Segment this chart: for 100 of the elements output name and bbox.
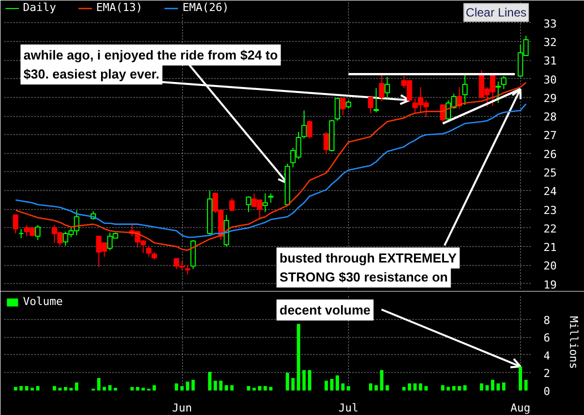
- y-tick-label: 26: [544, 148, 557, 161]
- bar: [130, 386, 134, 390]
- bar: [208, 372, 212, 390]
- bar: [458, 386, 462, 390]
- y-tick-label: 8: [544, 314, 550, 327]
- candlestick: [340, 98, 346, 116]
- y-tick-label: 29: [544, 92, 557, 105]
- y-tick-label: 6: [544, 332, 550, 345]
- line-series: [14, 103, 527, 238]
- candlestick: [495, 81, 501, 104]
- bar: [491, 380, 494, 390]
- candlestick: [334, 98, 340, 122]
- candlestick: [368, 96, 374, 114]
- y-tick-label: 25: [544, 166, 557, 180]
- candlestick: [384, 76, 390, 99]
- annotation: $30. easiest play ever.: [24, 66, 160, 82]
- bar: [224, 385, 228, 390]
- bar: [402, 386, 406, 390]
- annotation: decent volume: [280, 302, 371, 318]
- bar: [25, 386, 28, 390]
- candlestick: [379, 74, 384, 102]
- y-tick-label: 33: [544, 17, 557, 30]
- legend-label: EMA(26): [182, 1, 229, 14]
- y-tick-label: 22: [544, 222, 557, 236]
- bar: [463, 385, 467, 390]
- y-tick-label: 2: [544, 367, 550, 380]
- bar: [336, 375, 340, 390]
- bar: [518, 366, 522, 390]
- bar: [496, 383, 500, 390]
- bar: [302, 370, 306, 390]
- bar: [452, 386, 456, 390]
- bar: [152, 385, 156, 390]
- bar: [191, 380, 195, 390]
- bar: [380, 370, 384, 390]
- bar: [19, 386, 23, 390]
- y-tick-label: 24: [544, 185, 558, 198]
- candlestick: [146, 245, 152, 258]
- candlestick: [501, 75, 506, 90]
- candlestick: [306, 120, 312, 139]
- bar: [308, 370, 312, 390]
- bar: [330, 378, 334, 390]
- candlestick: [324, 131, 329, 155]
- bar: [346, 386, 350, 390]
- bar: [180, 386, 184, 390]
- bar: [108, 385, 112, 390]
- y-tick-label: 21: [544, 241, 557, 254]
- bar: [30, 388, 34, 390]
- y-tick-label: 28: [544, 110, 557, 124]
- bar: [14, 386, 18, 390]
- bar: [485, 385, 489, 390]
- bar: [264, 386, 267, 390]
- bar: [186, 382, 190, 390]
- bar: [74, 382, 78, 390]
- bar: [341, 383, 345, 390]
- legend-label: Daily: [23, 1, 56, 14]
- bar: [230, 385, 234, 390]
- x-tick-label: Jul: [338, 402, 358, 414]
- bar: [36, 386, 40, 390]
- y-tick-label: 32: [544, 36, 557, 50]
- candlestick: [184, 264, 190, 276]
- x-tick-label: Jun: [172, 402, 192, 414]
- bar: [269, 386, 272, 390]
- candlestick: [268, 192, 274, 204]
- bar: [374, 385, 378, 390]
- x-tick-label: Aug: [510, 402, 530, 414]
- y-tick-label: 27: [544, 129, 557, 142]
- bar: [296, 324, 300, 390]
- bar: [424, 386, 428, 390]
- annotation: Clear Lines: [466, 6, 527, 20]
- candlestick: [301, 110, 307, 139]
- bar: [286, 372, 290, 390]
- legend-label: EMA(13): [96, 1, 142, 14]
- y-tick-label: 30: [544, 73, 557, 86]
- bar: [97, 378, 100, 390]
- y-tick-label: 4: [544, 349, 550, 362]
- bar: [291, 378, 295, 390]
- candlestick: [373, 88, 379, 113]
- bar: [136, 386, 140, 390]
- bar: [102, 386, 106, 390]
- y-axis-title: Millions: [567, 316, 580, 369]
- bar: [324, 380, 328, 390]
- bar: [258, 386, 262, 390]
- line-series: [14, 82, 527, 251]
- candlestick: [229, 198, 235, 212]
- bar: [441, 385, 444, 390]
- candlestick: [12, 214, 18, 234]
- candlestick: [262, 192, 268, 213]
- bar: [446, 386, 450, 390]
- annotation: awhile ago, i enjoyed the ride from $24 to: [24, 48, 278, 62]
- bar: [246, 386, 250, 390]
- annotation: STRONG $30 resistance on: [280, 270, 448, 284]
- bar: [142, 388, 145, 390]
- bar: [502, 382, 506, 390]
- y-tick-label: 0: [544, 385, 550, 398]
- y-tick-label: 23: [544, 204, 557, 217]
- candlestick: [246, 196, 252, 213]
- candlestick: [35, 224, 41, 241]
- annotation: busted through EXTREMELY: [280, 250, 458, 266]
- bar: [368, 383, 372, 390]
- bar: [386, 385, 389, 390]
